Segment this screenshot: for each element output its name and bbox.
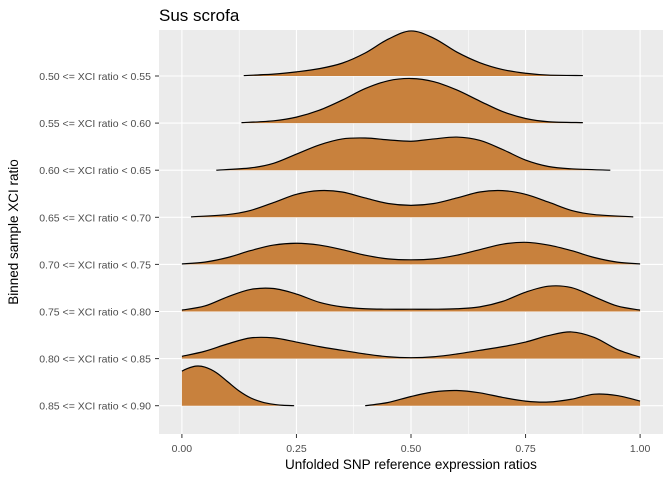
ridge-outline xyxy=(216,136,611,171)
ridge-area xyxy=(365,390,641,406)
ridge-outline xyxy=(181,365,295,407)
x-tick-label: 1.00 xyxy=(630,443,651,455)
y-axis-title: Binned sample XCI ratio xyxy=(6,159,21,305)
ridge-area xyxy=(181,331,641,359)
ridge-area xyxy=(243,30,583,76)
x-tick-label: 0.50 xyxy=(401,443,422,455)
ridge-series xyxy=(181,331,641,359)
ridge-outline xyxy=(181,331,641,359)
ridge-outline xyxy=(365,389,641,407)
ridge-area xyxy=(216,137,611,171)
chart-title: Sus scrofa xyxy=(159,6,240,25)
ridge-area xyxy=(241,78,583,124)
ridge-series xyxy=(243,30,583,77)
ridge-area xyxy=(181,242,641,265)
ridge-area xyxy=(181,365,295,406)
y-tick-label: 0.55 <= XCI ratio < 0.60 xyxy=(39,118,151,130)
ridge-densities xyxy=(181,30,641,407)
ridge-outline xyxy=(241,77,583,124)
ridge-outline xyxy=(181,241,641,265)
y-tick-label: 0.85 <= XCI ratio < 0.90 xyxy=(39,401,151,413)
ridge-outline xyxy=(181,285,641,311)
ridge-outline xyxy=(243,30,583,77)
x-tick-label: 0.00 xyxy=(172,443,193,455)
ridge-series xyxy=(181,241,641,265)
y-tick-label: 0.80 <= XCI ratio < 0.85 xyxy=(39,354,151,366)
y-tick-label: 0.50 <= XCI ratio < 0.55 xyxy=(39,71,151,83)
ridge-series xyxy=(241,77,583,124)
x-tick-label: 0.75 xyxy=(515,443,536,455)
x-axis-title: Unfolded SNP reference expression ratios xyxy=(285,457,537,472)
x-tick-label: 0.25 xyxy=(286,443,307,455)
ridge-outline xyxy=(191,189,634,218)
ridge-area xyxy=(191,190,634,218)
y-tick-label: 0.60 <= XCI ratio < 0.65 xyxy=(39,165,151,177)
y-tick-labels: 0.50 <= XCI ratio < 0.55 0.55 <= XCI rati… xyxy=(39,71,159,413)
x-tick-labels: 0.00 0.25 0.50 0.75 1.00 xyxy=(172,434,651,455)
y-tick-label: 0.70 <= XCI ratio < 0.75 xyxy=(39,259,151,271)
ridge-series xyxy=(181,365,641,407)
ridge-series xyxy=(191,189,634,218)
y-tick-label: 0.75 <= XCI ratio < 0.80 xyxy=(39,307,151,319)
ridge-series xyxy=(216,136,611,171)
y-tick-label: 0.65 <= XCI ratio < 0.70 xyxy=(39,212,151,224)
ridge-series xyxy=(181,285,641,312)
